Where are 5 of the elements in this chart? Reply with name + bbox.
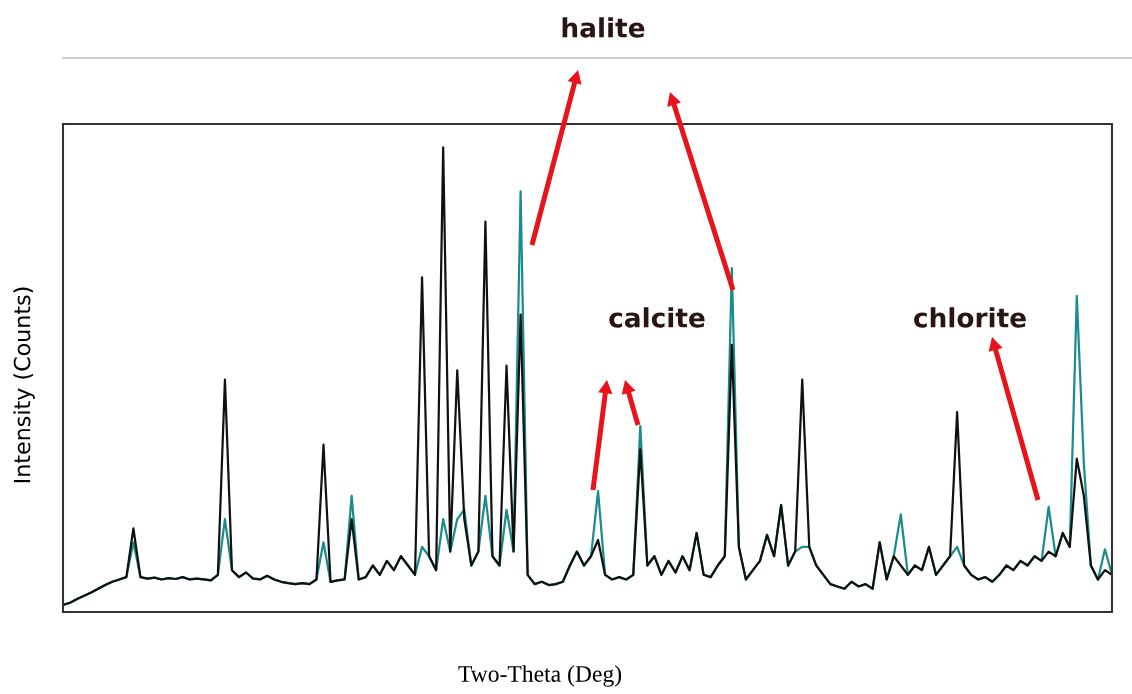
- y-axis-title: Intensity (Counts): [13, 287, 35, 483]
- x-axis-title: Two-Theta (Deg): [458, 665, 622, 687]
- annotation: calcite: [609, 307, 705, 328]
- annotation: chlorite: [914, 307, 1026, 328]
- text: halite: [562, 17, 645, 38]
